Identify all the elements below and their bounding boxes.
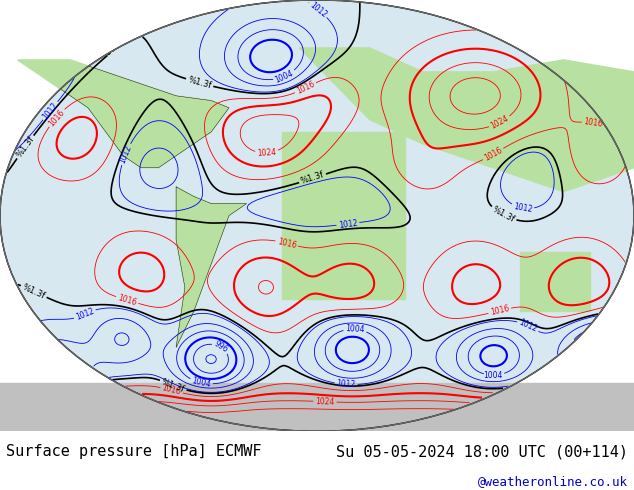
Text: 1024: 1024	[489, 114, 510, 131]
Text: 1016: 1016	[295, 80, 316, 96]
Ellipse shape	[0, 0, 634, 431]
Text: %1.3f: %1.3f	[186, 75, 212, 90]
Text: 1024: 1024	[315, 397, 335, 407]
Text: Su 05-05-2024 18:00 UTC (00+114): Su 05-05-2024 18:00 UTC (00+114)	[335, 444, 628, 459]
Text: 1016: 1016	[482, 146, 504, 163]
Text: 1012: 1012	[307, 0, 328, 20]
Text: 1004: 1004	[483, 370, 502, 380]
Text: %1.3f: %1.3f	[160, 377, 186, 394]
Text: %1.3f: %1.3f	[15, 134, 36, 159]
Polygon shape	[519, 251, 590, 312]
Text: 1012: 1012	[338, 218, 358, 229]
Text: 1012: 1012	[336, 379, 356, 390]
Polygon shape	[281, 132, 405, 299]
Text: 1004: 1004	[274, 68, 295, 84]
Text: %1.3f: %1.3f	[21, 282, 47, 300]
Text: @weatheronline.co.uk: @weatheronline.co.uk	[477, 475, 628, 488]
Polygon shape	[0, 383, 634, 431]
Text: 996: 996	[212, 340, 230, 355]
Text: 1012: 1012	[118, 144, 134, 165]
Text: 1016: 1016	[117, 293, 138, 307]
Text: %1.3f: %1.3f	[491, 205, 516, 224]
Text: 1024: 1024	[257, 148, 276, 158]
Text: Surface pressure [hPa] ECMWF: Surface pressure [hPa] ECMWF	[6, 444, 262, 459]
Text: 1012: 1012	[517, 318, 539, 334]
Polygon shape	[299, 48, 634, 192]
Text: 1004: 1004	[191, 376, 212, 389]
Text: 1016: 1016	[489, 304, 510, 318]
Text: 1016: 1016	[47, 107, 66, 128]
Text: 1012: 1012	[74, 306, 95, 322]
Text: 1016: 1016	[583, 117, 604, 129]
Polygon shape	[18, 60, 229, 168]
Text: 1004: 1004	[345, 324, 365, 335]
Text: 1016: 1016	[161, 384, 182, 397]
Text: 1012: 1012	[512, 202, 533, 214]
Text: 1016: 1016	[276, 237, 297, 250]
Polygon shape	[176, 187, 247, 347]
Text: %1.3f: %1.3f	[300, 171, 325, 186]
Text: 1012: 1012	[41, 100, 60, 121]
